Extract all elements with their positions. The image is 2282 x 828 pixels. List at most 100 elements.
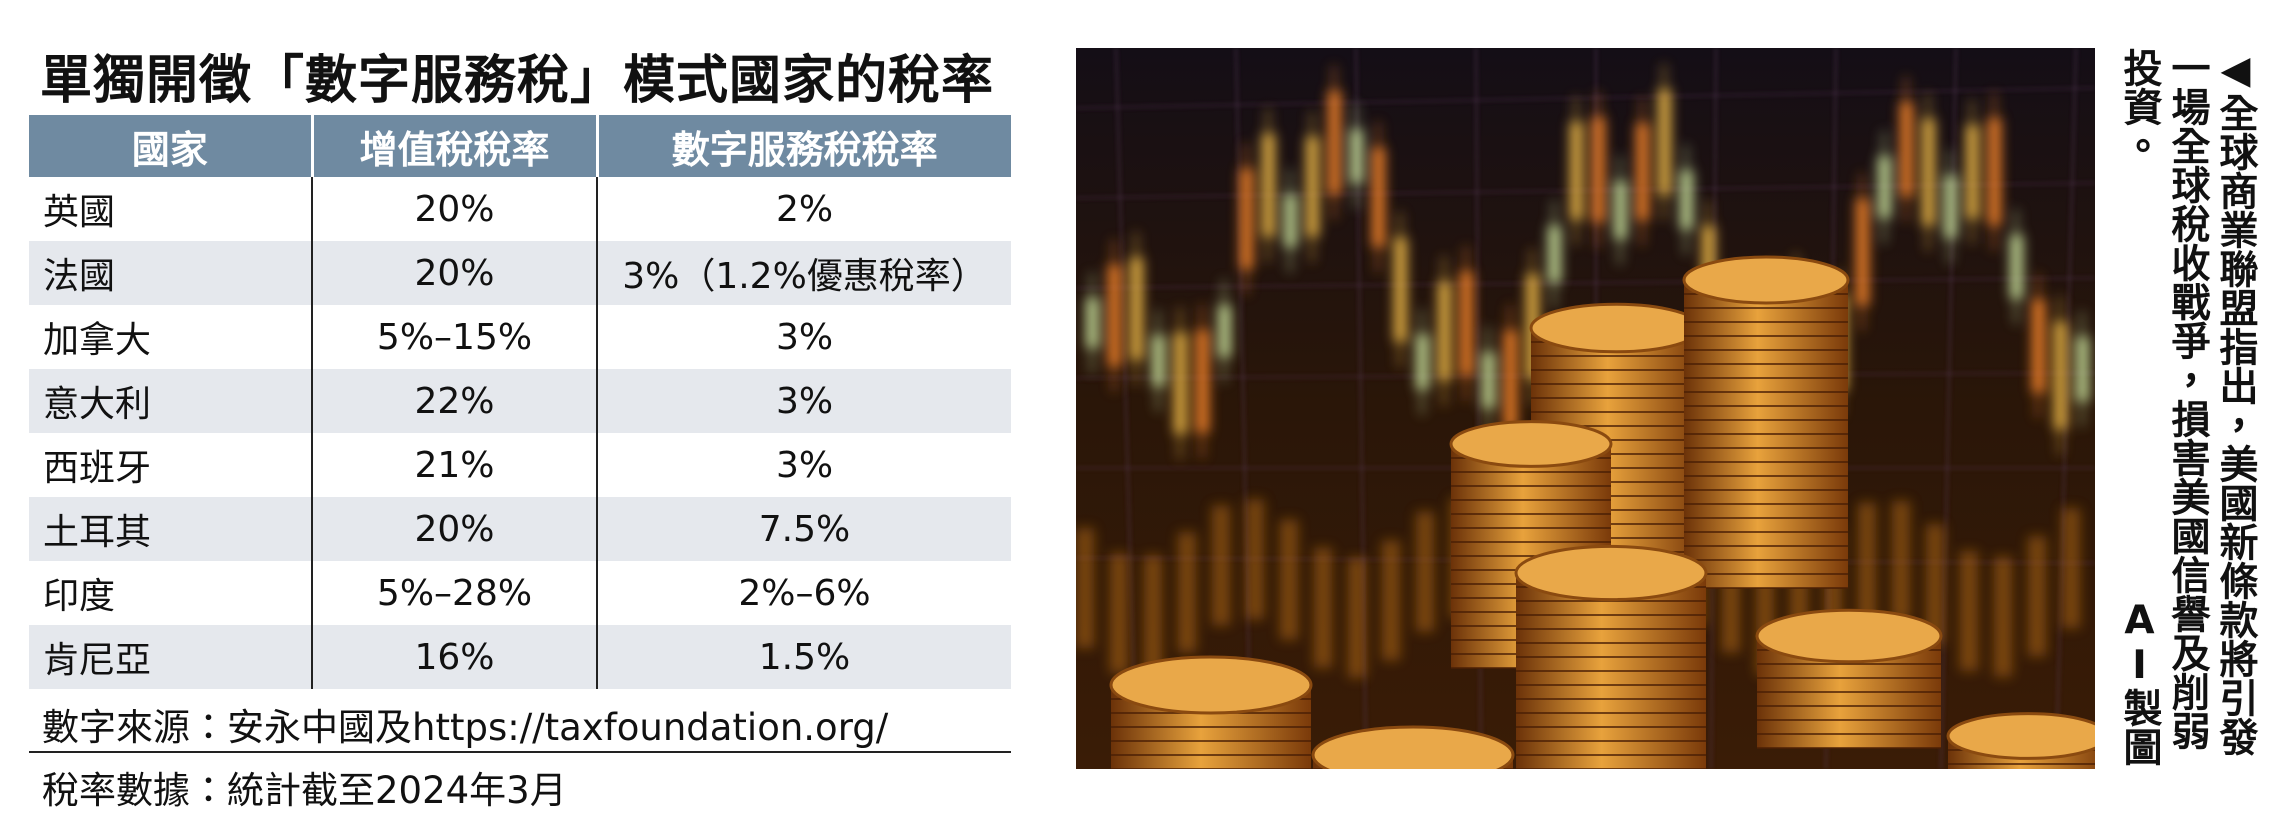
photo-coin-edge [1757,734,1941,748]
table-row: 意大利 22% 3% [29,369,1011,433]
photo-grid-line [1115,48,1137,769]
date-note: 稅率數據：統計截至2024年3月 [42,769,567,812]
photo-coin-edge [1757,664,1941,678]
photo-grid-line [1076,87,2095,109]
credit: AI製圖 [2117,598,2162,766]
photo-coin-edge [1684,336,1848,350]
photo-coin-edge [1451,500,1611,514]
photo-glow [1382,540,1400,661]
table-cell: 20% [311,241,597,305]
photo-coin-edge [1516,615,1706,629]
photo-coin-edge [1684,322,1848,336]
table-cell: 印度 [43,576,116,617]
photo-coin-edge [1684,504,1848,518]
table-cell: 加拿大 [43,320,152,361]
table-row: 印度 5%–28% 2%–6% [29,561,1011,625]
tax-table: 國家 增值稅稅率 數字服務稅稅率 英國 20% 2% 法國 20% 3%（1.2%優惠稅率）加… [29,115,1011,689]
photo-glow [1926,524,1944,645]
photo-coin-edge [1516,685,1706,699]
table-row: 西班牙 21% 3% [29,433,1011,497]
photo-coin-edge [1451,514,1611,528]
photo-coin-top [1311,725,1515,769]
photo-coin-edge [1684,448,1848,462]
photo-coin-edge [1111,741,1311,755]
photo-coin-top [1514,544,1708,602]
photo-coin-edge [1451,486,1611,500]
photo-glow [1994,556,2012,677]
photo-coin-edge [1516,643,1706,657]
table-cell: 意大利 [29,369,312,433]
source-note: 數字來源：安永中國及https://taxfoundation.org/ [42,706,889,749]
photo-coin-edge [1516,713,1706,727]
photo-glow [1178,532,1196,653]
table-row: 英國 20% 2% [29,177,1011,241]
photo-coin-edge [1684,518,1848,532]
photo-coin-edge [1111,727,1311,741]
table-cell: 土耳其 [29,497,312,561]
photo-coin-edge [1531,412,1701,426]
table-cell: 3% [596,369,1011,433]
photo-coin-edge [1684,364,1848,378]
photo-coin-top [1529,302,1703,354]
table-cell: 5%–28% [311,561,597,625]
photo-grid-line [1940,48,1957,769]
photo-glow [1858,502,1876,623]
photo-coin-edge [1684,462,1848,476]
photo-coin-edge [1531,384,1701,398]
photo-coin-edge [1684,574,1848,588]
header-cell: 增值稅稅率 [310,115,597,177]
table-row: 法國 20% 3%（1.2%優惠稅率） [29,241,1011,305]
photo-coin-edge [1757,678,1941,692]
photo-coin-edge [1684,490,1848,504]
table-cell: 肯尼亞 [29,625,312,689]
table-row: 肯尼亞 16% 1.5% [29,625,1011,689]
photo-coin-edge [1111,713,1311,727]
photo-glow [1144,555,1162,676]
header-row: 國家 增值稅稅率 數字服務稅稅率 [29,115,1011,177]
table-cell: 7.5% [596,497,1011,561]
photo-coin-edge [1516,741,1706,755]
photo-glow [1246,499,1264,620]
photo-glow [2062,508,2080,629]
table-cell: 2%–6% [596,561,1011,625]
photo-coin-edge [1684,532,1848,546]
table-cell: 3%（1.2%優惠稅率） [596,241,1011,305]
header-cell: 國家 [29,115,312,177]
photo-coin-edge [1516,671,1706,685]
photo-coin-edge [1516,601,1706,615]
table-cell: 1.5% [596,625,1011,689]
photo-glow [1416,511,1434,632]
photo-coin-edge [1757,692,1941,706]
table-row: 土耳其 20% 7.5% [29,497,1011,561]
table-cell: 英國 [43,192,116,233]
header-cell: 數字服務稅稅率 [595,115,1011,177]
photo-coin-edge [1516,727,1706,741]
table-cell: 22% [311,369,597,433]
table-cell: 法國 [29,241,312,305]
photo-coin-edge [1451,472,1611,486]
rule [29,751,1011,753]
photo-coin-edge [1516,629,1706,643]
photo-coin-edge [1516,699,1706,713]
table-cell: 16% [311,625,597,689]
photo-coin-edge [1684,308,1848,322]
table-cell: 20% [311,497,597,561]
photo-coins [1109,255,2095,769]
table-cell: 3% [596,433,1011,497]
photo-coin-edge [1111,755,1311,769]
photo-coin-top [1946,712,2095,760]
photo-coin-top [1755,608,1943,664]
photo-coin-top [1682,255,1850,305]
table-cell: 5%–15% [311,305,597,369]
table-cell: 2% [596,177,1011,241]
photo-coin-top [1109,655,1313,715]
caption: ◀全球商業聯盟指出，美國新條款將引發一場全球稅收戰爭，損害美國信譽及削弱投資。 [2117,48,2258,756]
photo-coin-edge [1684,392,1848,406]
table-cell: 3% [596,305,1011,369]
photo-glow [1280,519,1298,640]
photo-coin-edge [1684,546,1848,560]
photo-coin-edge [1684,420,1848,434]
photo-coin-edge [1757,720,1941,734]
title: 單獨開徵「數字服務稅」模式國家的稅率 [40,51,995,111]
table-cell: 21% [311,433,597,497]
